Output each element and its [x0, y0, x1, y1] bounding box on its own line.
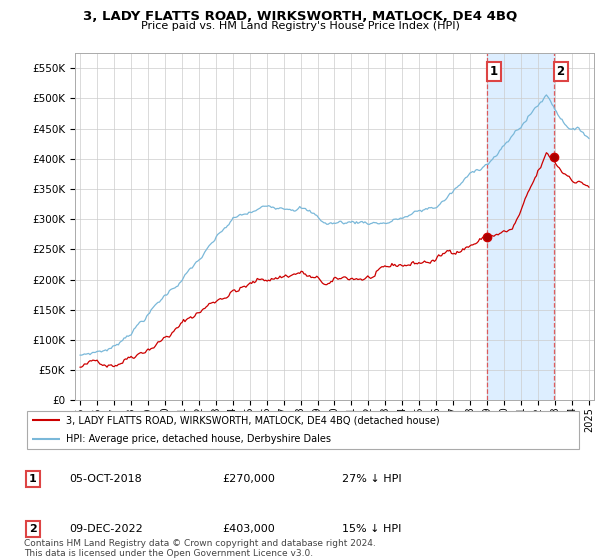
Text: £270,000: £270,000: [222, 474, 275, 484]
Text: 05-OCT-2018: 05-OCT-2018: [69, 474, 142, 484]
Text: 3, LADY FLATTS ROAD, WIRKSWORTH, MATLOCK, DE4 4BQ (detached house): 3, LADY FLATTS ROAD, WIRKSWORTH, MATLOCK…: [66, 415, 439, 425]
Text: 15% ↓ HPI: 15% ↓ HPI: [342, 524, 401, 534]
Text: 2: 2: [29, 524, 37, 534]
Text: 2: 2: [557, 65, 565, 78]
Text: 1: 1: [29, 474, 37, 484]
Text: Contains HM Land Registry data © Crown copyright and database right 2024.
This d: Contains HM Land Registry data © Crown c…: [24, 539, 376, 558]
Text: 27% ↓ HPI: 27% ↓ HPI: [342, 474, 401, 484]
Text: Price paid vs. HM Land Registry's House Price Index (HPI): Price paid vs. HM Land Registry's House …: [140, 21, 460, 31]
Text: 1: 1: [490, 65, 498, 78]
Text: 09-DEC-2022: 09-DEC-2022: [69, 524, 143, 534]
Text: HPI: Average price, detached house, Derbyshire Dales: HPI: Average price, detached house, Derb…: [66, 434, 331, 444]
FancyBboxPatch shape: [27, 411, 579, 449]
Bar: [487, 53, 554, 400]
Text: 3, LADY FLATTS ROAD, WIRKSWORTH, MATLOCK, DE4 4BQ: 3, LADY FLATTS ROAD, WIRKSWORTH, MATLOCK…: [83, 10, 517, 22]
Text: £403,000: £403,000: [222, 524, 275, 534]
